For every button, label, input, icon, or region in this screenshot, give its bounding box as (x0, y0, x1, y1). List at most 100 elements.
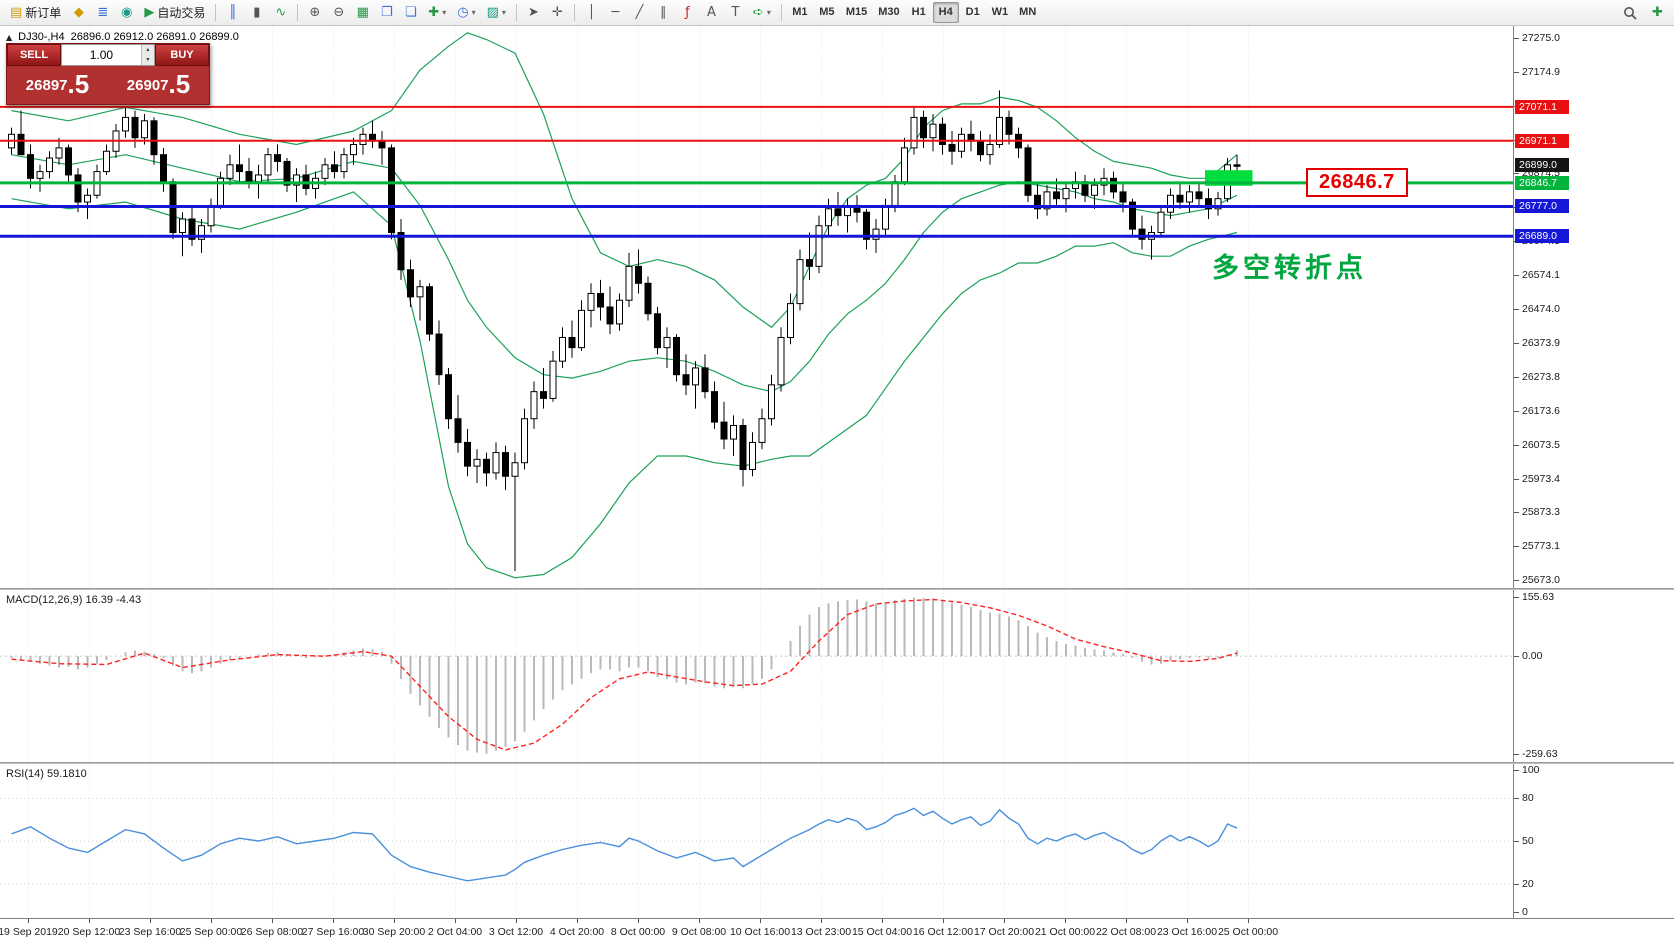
price-badge: 26971.1 (1515, 133, 1569, 148)
axis-tick: 25873.3 (1522, 506, 1560, 519)
toolbar-separator (573, 4, 575, 21)
time-tickmark (211, 919, 212, 923)
timeframe-m30-button[interactable]: M30 (873, 2, 904, 23)
autotrading-button[interactable]: ▶ 自动交易 (139, 2, 210, 23)
axis-tickmark (1514, 37, 1519, 39)
price-axis[interactable]: 27275.027174.927074.826974.626874.526774… (1513, 26, 1674, 588)
templates-button[interactable]: ▨ ▾ (482, 2, 511, 23)
chevron-down-icon: ▾ (766, 7, 771, 17)
time-label: 16 Oct 12:00 (912, 926, 974, 938)
time-label: 25 Sep 00:00 (179, 926, 243, 938)
time-label: 30 Sep 20:00 (362, 926, 426, 938)
sell-button[interactable]: SELL (7, 44, 61, 66)
time-label: 22 Oct 08:00 (1095, 926, 1157, 938)
axis-tick: 0 (1522, 906, 1528, 918)
periods-button[interactable]: ◷ ▾ (452, 2, 480, 23)
axis-tickmark (1514, 770, 1519, 771)
time-tickmark (1126, 919, 1127, 923)
axis-tick: 80 (1522, 792, 1534, 805)
macd-label: MACD(12,26,9) 16.39 -4.43 (6, 594, 142, 606)
zoom-in-button[interactable]: ⊕ (303, 2, 326, 23)
time-tickmark (28, 919, 29, 923)
timeframe-w1-button[interactable]: W1 (987, 2, 1014, 23)
panel-divider[interactable] (0, 588, 1674, 590)
buy-button[interactable]: BUY (155, 44, 209, 66)
time-label: 19 Sep 2019 (0, 926, 58, 938)
candlestick-chart-button[interactable]: ▮ (245, 2, 268, 23)
price-badge: 26846.7 (1515, 175, 1569, 190)
draw-text-button[interactable]: A (700, 2, 723, 23)
timeframe-m1-button[interactable]: M1 (787, 2, 813, 23)
zoom-out-button[interactable]: ⊖ (327, 2, 350, 23)
cascade-windows-button[interactable]: ❐ (375, 2, 398, 23)
bollinger-lower (11, 191, 1238, 579)
panel-divider[interactable] (0, 762, 1674, 764)
time-tickmark (943, 919, 944, 923)
bar-chart-button[interactable]: ║ (221, 2, 244, 23)
lot-decrease-button[interactable]: ▾ (141, 55, 154, 65)
line-chart-button[interactable]: ∿ (269, 2, 292, 23)
tile-windows-button[interactable]: ▦ (351, 2, 374, 23)
arrows-button[interactable]: ➪ ▾ (748, 2, 776, 23)
collapse-panel-icon[interactable]: ▲ (6, 32, 13, 42)
macd-signal-line (11, 598, 1238, 751)
profiles-button[interactable]: ◆ (67, 2, 90, 23)
timeframe-m5-button[interactable]: M5 (814, 2, 840, 23)
main-chart-area[interactable] (0, 26, 1513, 588)
macd-axis[interactable]: 155.63 0.00 -259.63 (1513, 590, 1674, 762)
toolbar-separator (297, 4, 299, 21)
add-button[interactable]: ✚ (1646, 2, 1669, 23)
macd-area[interactable] (0, 590, 1513, 762)
chart-ohlc-info: ▲ DJ30-,H4 26896.0 26912.0 26891.0 26899… (6, 31, 239, 43)
crosshair-button[interactable]: ✛ (546, 2, 569, 23)
axis-tick: 26273.8 (1522, 370, 1560, 383)
channel-button[interactable]: ∥ (652, 2, 675, 23)
lot-size-input[interactable] (62, 45, 141, 65)
axis-tickmark (1514, 546, 1519, 548)
buy-price[interactable]: 26907.5 (108, 66, 209, 104)
trendline-button[interactable]: ╱ (628, 2, 651, 23)
market-watch-button[interactable]: ≣ (91, 2, 114, 23)
text-label-button[interactable]: T (724, 2, 747, 23)
timeframe-d1-button[interactable]: D1 (960, 2, 986, 23)
cursor-button[interactable]: ➤ (522, 2, 545, 23)
time-axis[interactable]: 19 Sep 2019 20 Sep 12:00 23 Sep 16:00 25 Se… (0, 918, 1674, 948)
navigator-button[interactable]: ◉ (115, 2, 138, 23)
vertical-line-icon: │ (587, 5, 596, 20)
horizontal-line-button[interactable]: ─ (604, 2, 627, 23)
price-badge: 27071.1 (1515, 99, 1569, 114)
axis-tick: 50 (1522, 835, 1534, 847)
rsi-axis[interactable]: 100 80 50 20 0 (1513, 764, 1674, 918)
time-label: 15 Oct 04:00 (851, 926, 913, 938)
zoom-out-icon: ⊖ (333, 5, 345, 20)
turning-point-annotation: 多空转折点 (1212, 253, 1367, 283)
rsi-area[interactable] (0, 764, 1513, 918)
indicators-button[interactable]: ✚ ▾ (423, 2, 451, 23)
timeframe-mn-button[interactable]: MN (1014, 2, 1041, 23)
search-button[interactable] (1618, 2, 1642, 23)
axis-tick: 26574.1 (1522, 269, 1560, 282)
time-label: 13 Oct 23:00 (790, 926, 852, 938)
price-badge: 26899.0 (1515, 158, 1569, 173)
bar-chart-icon: ║ (228, 5, 237, 20)
new-order-button[interactable]: ▤ 新订单 (5, 2, 66, 23)
profiles-icon: ◆ (73, 5, 84, 20)
lot-increase-button[interactable]: ▴ (141, 45, 154, 55)
toolbar: ▤ 新订单 ◆ ≣ ◉ ▶ 自动交易 ║ ▮ ∿ ⊕ ⊖ ▦ ❐ ❏ ✚ ▾ ◷ ▾… (0, 0, 1674, 26)
time-tickmark (333, 919, 334, 923)
timeframe-h1-button[interactable]: H1 (906, 2, 932, 23)
timeframe-h4-button[interactable]: H4 (932, 2, 959, 23)
vertical-line-button[interactable]: │ (580, 2, 603, 23)
time-label: 8 Oct 00:00 (610, 926, 666, 938)
timeframe-m15-button[interactable]: M15 (841, 2, 872, 23)
templates-icon: ▨ (486, 5, 499, 20)
navigator-icon: ◉ (121, 5, 133, 20)
fibonacci-button[interactable]: ƒ (676, 2, 699, 23)
chevron-down-icon: ▾ (442, 7, 447, 17)
axis-tickmark (1514, 444, 1519, 446)
arrange-windows-button[interactable]: ❏ (399, 2, 422, 23)
time-tickmark (1248, 919, 1249, 923)
fibonacci-icon: ƒ (685, 5, 690, 20)
axis-tick: 155.63 (1522, 591, 1555, 604)
sell-price[interactable]: 26897.5 (7, 66, 108, 104)
